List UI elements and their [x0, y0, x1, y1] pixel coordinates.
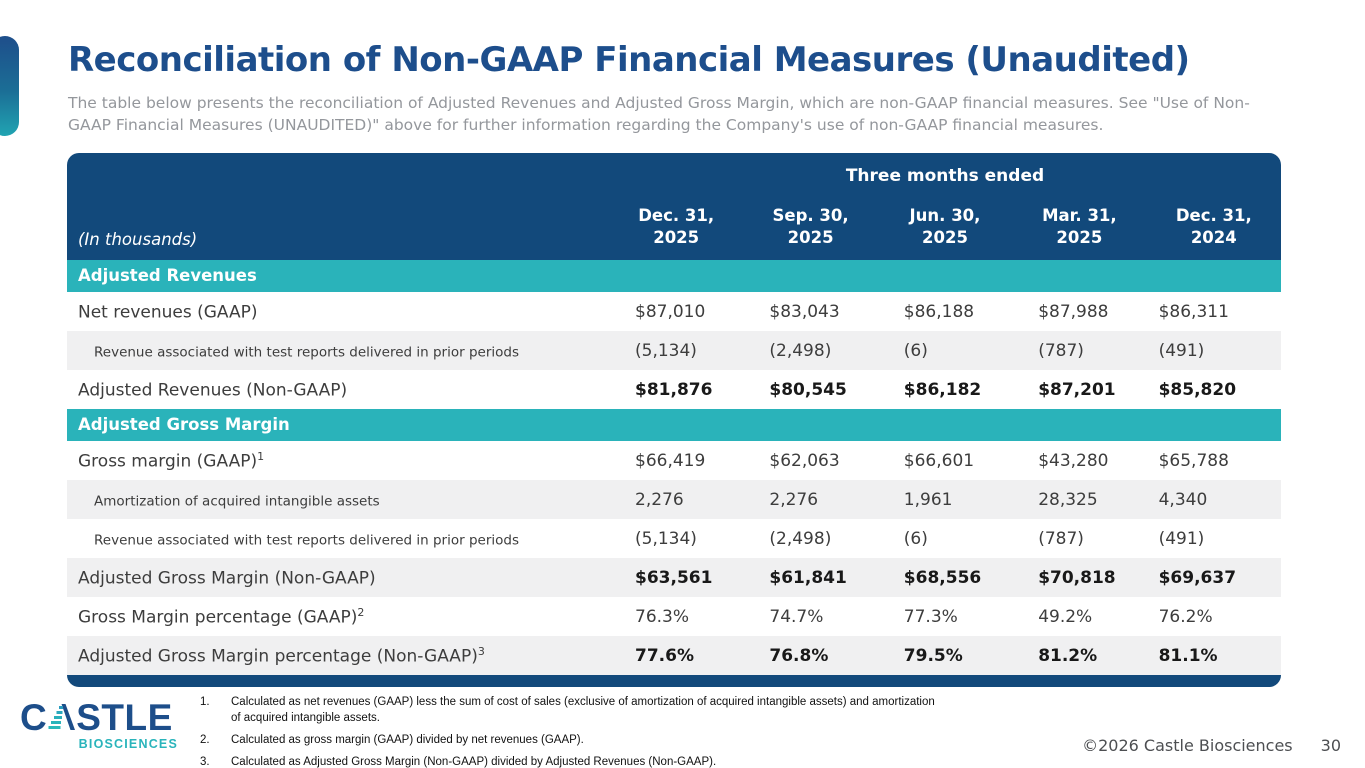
castle-logo-word: C STLE: [20, 697, 173, 738]
table-row: Gross Margin percentage (GAAP)2 76.3% 74…: [67, 597, 1281, 636]
cell-value: $87,988: [1038, 301, 1109, 322]
row-label: Revenue associated with test reports del…: [94, 344, 519, 361]
cell-value: 49.2%: [1038, 606, 1093, 627]
table-bottom-bar: [67, 675, 1281, 687]
castle-logo-subtext: BIOSCIENCES: [78, 737, 178, 751]
cell-value: (491): [1158, 528, 1205, 549]
footnote-item: 1. Calculated as net revenues (GAAP) les…: [200, 694, 955, 726]
cell-value: $83,043: [769, 301, 840, 322]
cell-value: (5,134): [635, 528, 697, 549]
column-header: Dec. 31, 2024: [1175, 206, 1252, 248]
cell-value: (491): [1158, 340, 1205, 361]
cell-value: $66,419: [635, 450, 706, 471]
cell-value: 2,276: [635, 489, 684, 510]
cell-value: 4,340: [1158, 489, 1208, 510]
table-row: Adjusted Revenues (Non-GAAP) $81,876 $80…: [67, 370, 1281, 409]
row-label: Adjusted Gross Margin (Non-GAAP): [78, 568, 376, 589]
cell-value: $43,280: [1038, 450, 1109, 471]
section-header-adjusted-revenues: Adjusted Revenues: [67, 260, 1281, 292]
cell-value: $85,820: [1158, 379, 1237, 400]
column-header: Mar. 31, 2025: [1042, 206, 1117, 248]
cell-value: (2,498): [769, 528, 832, 549]
cell-value: 77.3%: [903, 606, 958, 627]
cell-value: $86,311: [1158, 301, 1229, 322]
footnote-item: 3. Calculated as Adjusted Gross Margin (…: [200, 754, 955, 768]
table-row: Amortization of acquired intangible asse…: [67, 480, 1281, 519]
section-header-adjusted-gross-margin: Adjusted Gross Margin: [67, 409, 1281, 441]
cell-value: (6): [903, 340, 928, 361]
footnote-text: Calculated as gross margin (GAAP) divide…: [231, 734, 584, 747]
footnote-item: 2. Calculated as gross margin (GAAP) div…: [200, 732, 955, 748]
cell-value: $63,561: [635, 567, 713, 588]
cell-value: $87,010: [635, 301, 706, 322]
cell-value: $81,876: [635, 379, 713, 400]
cell-value: 76.2%: [1158, 606, 1213, 627]
cell-value: $68,556: [903, 567, 982, 588]
cell-value: 2,276: [769, 489, 819, 510]
units-label: (In thousands): [78, 230, 198, 249]
footnote-number: 3.: [200, 756, 210, 768]
table-row: Adjusted Gross Margin percentage (Non-GA…: [67, 636, 1281, 675]
row-label: Adjusted Revenues (Non-GAAP): [78, 380, 348, 401]
row-label: Gross Margin percentage (GAAP)2: [78, 605, 365, 628]
row-label: Revenue associated with test reports del…: [94, 532, 519, 549]
cell-value: (2,498): [769, 340, 832, 361]
cell-value: $70,818: [1038, 567, 1116, 588]
cell-value: $65,788: [1158, 450, 1229, 471]
cell-value: 81.1%: [1158, 645, 1218, 666]
table-row: Net revenues (GAAP) $87,010 $83,043 $86,…: [67, 292, 1281, 331]
span-header: Three months ended: [845, 166, 1045, 186]
footnote-text: Calculated as Adjusted Gross Margin (Non…: [231, 756, 717, 768]
table-header: Three months ended (In thousands) Dec. 3…: [67, 153, 1281, 260]
footnotes: 1. Calculated as net revenues (GAAP) les…: [200, 694, 955, 768]
cell-value: $66,601: [903, 450, 975, 471]
cell-value: 74.7%: [769, 606, 824, 627]
row-label: Net revenues (GAAP): [78, 302, 258, 323]
cell-value: $62,063: [769, 450, 840, 471]
castle-logo: C STLE BIOSCIENCES: [20, 699, 178, 751]
cell-value: 81.2%: [1038, 645, 1098, 666]
row-label: Gross margin (GAAP)1: [78, 449, 265, 472]
column-header: Sep. 30, 2025: [772, 206, 849, 248]
cell-value: $87,201: [1038, 379, 1116, 400]
cell-value: (787): [1038, 340, 1084, 361]
accent-tab: [0, 36, 19, 136]
cell-value: 28,325: [1038, 489, 1098, 510]
cell-value: 77.6%: [635, 645, 694, 666]
row-label: Adjusted Gross Margin percentage (Non-GA…: [78, 644, 485, 667]
table-row: Revenue associated with test reports del…: [67, 331, 1281, 370]
cell-value: $61,841: [769, 567, 847, 588]
column-header: Dec. 31, 2025: [638, 206, 715, 248]
cell-value: $69,637: [1158, 567, 1237, 588]
footnote-number: 2.: [200, 734, 210, 747]
cell-value: (787): [1038, 528, 1084, 549]
slide-meta: ©2026 Castle Biosciences 30: [1082, 736, 1341, 755]
table-row: Gross margin (GAAP)1 $66,419 $62,063 $66…: [67, 441, 1281, 480]
copyright-text: ©2026 Castle Biosciences: [1082, 736, 1293, 755]
row-label: Amortization of acquired intangible asse…: [94, 493, 380, 510]
table-row: Revenue associated with test reports del…: [67, 519, 1281, 558]
cell-value: $80,545: [769, 379, 847, 400]
reconciliation-table: Three months ended (In thousands) Dec. 3…: [67, 153, 1281, 687]
page-subtitle: The table below presents the reconciliat…: [68, 94, 1250, 134]
cell-value: (6): [903, 528, 928, 549]
column-header: Jun. 30, 2025: [909, 206, 981, 248]
cell-value: $86,188: [903, 301, 975, 322]
table-row: Adjusted Gross Margin (Non-GAAP) $63,561…: [67, 558, 1281, 597]
cell-value: 76.3%: [635, 606, 690, 627]
footnote-text: Calculated as net revenues (GAAP) less t…: [231, 696, 935, 725]
cell-value: 76.8%: [769, 645, 829, 666]
cell-value: (5,134): [635, 340, 697, 361]
cell-value: 79.5%: [903, 645, 963, 666]
column-header-row: (In thousands) Dec. 31, 2025 Sep. 30, 20…: [67, 186, 1281, 258]
castle-logo-a-icon: [48, 704, 76, 730]
page-title: Reconciliation of Non-GAAP Financial Mea…: [68, 40, 1190, 80]
page-number: 30: [1320, 736, 1341, 755]
cell-value: $86,182: [903, 379, 982, 400]
footnote-number: 1.: [200, 696, 210, 708]
cell-value: 1,961: [903, 489, 953, 510]
